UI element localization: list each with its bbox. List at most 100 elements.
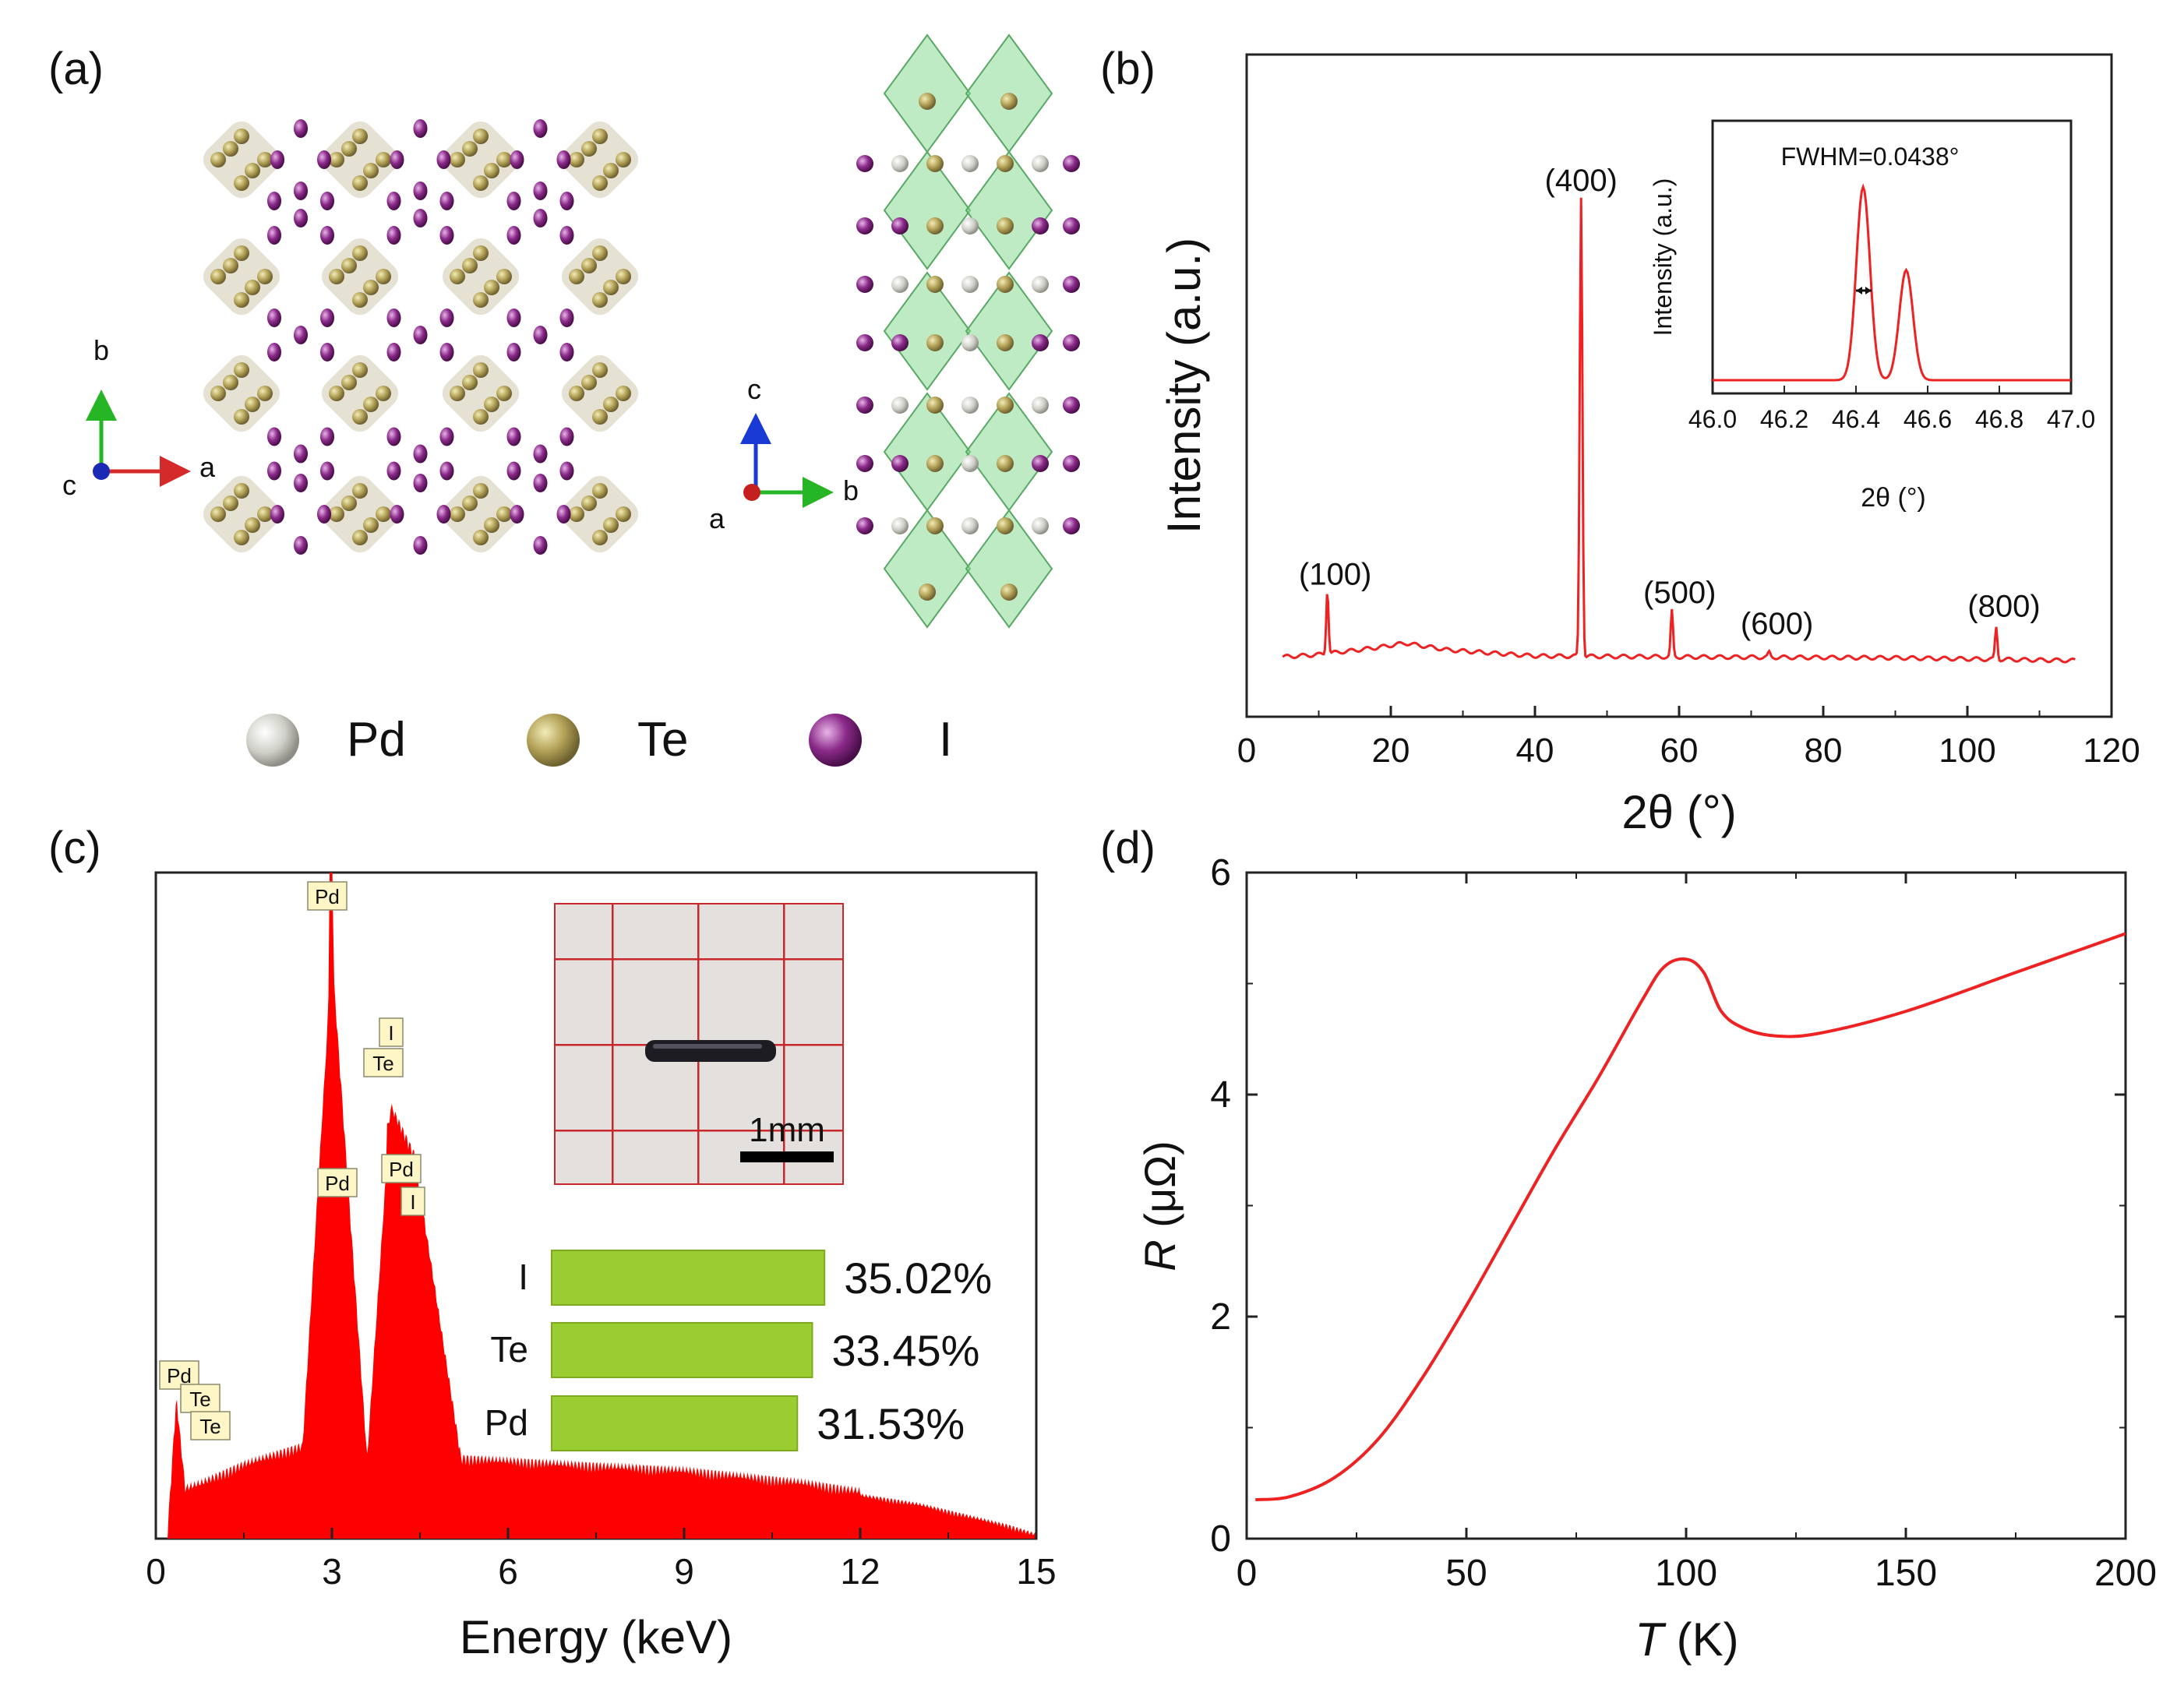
te-atom (926, 397, 944, 414)
composition-element-label: Pd (485, 1402, 528, 1443)
te-cluster (321, 475, 399, 553)
iodine-atom (1063, 397, 1080, 414)
te-polyhedron (442, 475, 520, 553)
te-polyhedron (321, 475, 399, 553)
peak-label: I (410, 1190, 415, 1214)
iodine-atom (413, 209, 428, 227)
te-atom (603, 280, 619, 295)
axis-label-b: b (93, 334, 109, 366)
iodine-atom (439, 427, 454, 446)
iodine-atom (390, 150, 404, 169)
iodine-atom (439, 343, 454, 361)
te-cluster (321, 354, 399, 432)
panel-b-label: (b) (1100, 44, 1156, 94)
te-atom (329, 152, 344, 167)
te-atom (341, 258, 357, 273)
iodine-atom (413, 182, 428, 200)
te-atom (919, 584, 936, 601)
iodine-atom (439, 309, 454, 327)
te-atom (592, 292, 608, 308)
te-atom (496, 152, 512, 167)
te-polyhedron (321, 354, 399, 432)
te-atom (569, 386, 584, 401)
te-atom (603, 397, 619, 412)
x-tick-label: 120 (2083, 732, 2140, 770)
te-atom (210, 152, 226, 167)
pd-atom (891, 397, 909, 414)
te-atom (919, 93, 936, 110)
te-atom (473, 175, 489, 191)
peak-label: Pd (389, 1158, 414, 1181)
plot-b-xlabel: 2θ (°) (1621, 786, 1736, 838)
te-atom (234, 292, 249, 308)
te-atom (462, 258, 478, 273)
iodine-atom (856, 397, 873, 414)
te-atom (352, 292, 368, 308)
xrd-pattern-line (1282, 197, 2076, 664)
te-cluster (203, 238, 280, 316)
axis-label-a: a (199, 451, 216, 483)
element-legend: Pd Te I (246, 713, 952, 767)
te-atom (257, 386, 273, 401)
te-atom (592, 362, 608, 378)
te-atom (616, 269, 631, 284)
te-atom (473, 292, 489, 308)
te-atom (234, 530, 249, 545)
x-tick-label: 9 (674, 1551, 694, 1592)
crystal-sample (645, 1040, 776, 1062)
iodine-atom (506, 226, 521, 245)
iodine-atom (1063, 334, 1080, 351)
iodine-atom (267, 427, 281, 446)
iodine-atom (413, 536, 428, 555)
te-polyhedron (442, 238, 520, 316)
te-atom (376, 506, 391, 522)
te-atom (450, 506, 465, 522)
pd-atom (961, 276, 979, 293)
iodine-atom (294, 536, 308, 555)
composition-value: 33.45% (832, 1326, 980, 1375)
iodine-atom (533, 326, 548, 344)
axis-label-a2: a (709, 502, 725, 534)
pd-octahedron (965, 509, 1053, 629)
iodine-atom (559, 192, 574, 210)
i-atom-icon (809, 714, 862, 767)
x-tick-label: 40 (1516, 732, 1554, 770)
peak-label-box (363, 1048, 404, 1077)
iodine-atom (270, 505, 284, 524)
composition-value: 35.02% (844, 1254, 992, 1303)
iodine-atom (413, 474, 428, 492)
te-atom (569, 506, 584, 522)
te-atom (581, 495, 597, 511)
iodine-atom (413, 119, 428, 138)
peak-label: (400) (1545, 164, 1618, 198)
te-atom (473, 409, 489, 425)
pd-atom (891, 155, 909, 172)
te-atom (484, 163, 499, 178)
te-polyhedron (561, 354, 639, 432)
te-polyhedron (561, 475, 639, 553)
te-atom (234, 245, 249, 261)
te-atom (223, 141, 238, 157)
te-atom (926, 276, 944, 293)
peak-label: Te (372, 1052, 393, 1075)
iodine-atom (1063, 217, 1080, 234)
peak-label-box (159, 1360, 199, 1390)
xrd-peak-labels: (100) (400) (500) (600) (800) (1299, 164, 2041, 641)
te-atom (592, 245, 608, 261)
x-tick-label: 50 (1445, 1553, 1487, 1594)
iodine-atom (270, 150, 284, 169)
iodine-atom (413, 444, 428, 464)
te-atom (450, 152, 465, 167)
x-tick-label: 100 (1939, 732, 1995, 770)
te-atom (462, 375, 478, 390)
iodine-atom (386, 343, 401, 361)
x-tick-label: 3 (322, 1551, 342, 1592)
peak-label-box (379, 1017, 404, 1047)
te-atom (223, 375, 238, 390)
te-polyhedron (203, 475, 280, 553)
te-cluster (321, 121, 399, 199)
te-polyhedron (203, 121, 280, 199)
te-atom (210, 506, 226, 522)
x-tick-label: 6 (498, 1551, 518, 1592)
